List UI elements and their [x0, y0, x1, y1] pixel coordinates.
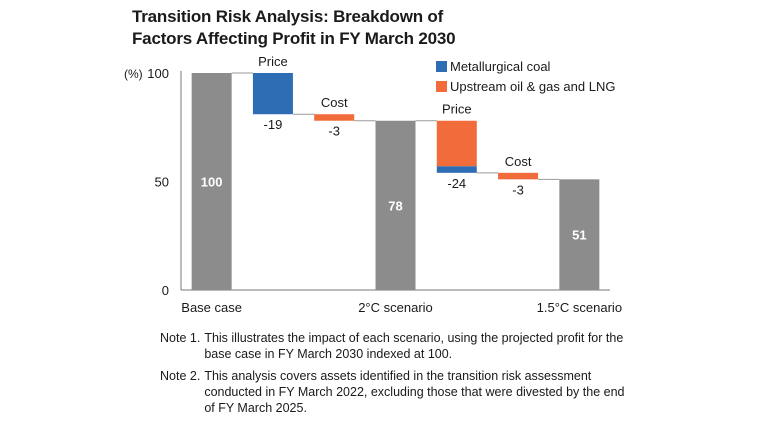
bar-segment [314, 114, 355, 121]
bar-value-label: 78 [388, 198, 402, 213]
bar-total [191, 73, 232, 290]
y-tick-label: 100 [147, 66, 169, 81]
note-2-text: This analysis covers assets identified i… [204, 369, 625, 415]
x-category-label: 2°C scenario [358, 300, 433, 315]
chart-title-line-1: Transition Risk Analysis: Breakdown of [132, 7, 444, 26]
legend: Metallurgical coal Upstream oil & gas an… [436, 56, 615, 96]
legend-label-oil: Upstream oil & gas and LNG [450, 78, 616, 94]
note-1-label: Note 1. [160, 331, 201, 345]
y-tick-label: 50 [155, 175, 169, 190]
step-name-label: Price [442, 102, 472, 117]
note-2-label: Note 2. [160, 369, 201, 383]
bar-value-label: -3 [328, 124, 340, 139]
bar-total [559, 179, 600, 290]
chart-title: Transition Risk Analysis: Breakdown of F… [132, 6, 456, 50]
note-1: Note 1. This illustrates the impact of e… [160, 330, 630, 362]
legend-swatch-coal [436, 60, 447, 72]
legend-item-metallurgical-coal: Metallurgical coal [436, 56, 615, 76]
chart-title-line-2: Factors Affecting Profit in FY March 203… [132, 29, 456, 48]
bar-total [375, 120, 416, 291]
bar-value-label: -24 [447, 176, 466, 191]
bar-value-label: 100 [201, 175, 223, 190]
step-name-label: Cost [321, 95, 348, 110]
y-tick-label: 0 [162, 283, 169, 298]
bar-segment [436, 120, 477, 167]
legend-item-oil-gas-lng: Upstream oil & gas and LNG [436, 76, 615, 96]
step-name-label: Cost [505, 154, 532, 169]
notes: Note 1. This illustrates the impact of e… [160, 330, 630, 422]
x-category-label: 1.5°C scenario [537, 300, 622, 315]
bar-value-label: -19 [264, 117, 283, 132]
bar-value-label: -3 [512, 182, 524, 197]
step-name-label: Price [258, 54, 288, 69]
legend-swatch-oil [436, 80, 447, 92]
bar-segment [498, 172, 539, 180]
x-category-label: Base case [181, 300, 242, 315]
bar-segment [436, 166, 477, 173]
bar-segment [252, 73, 293, 115]
legend-label-coal: Metallurgical coal [450, 58, 551, 74]
bar-value-label: 51 [572, 228, 586, 243]
y-axis-unit: (%) [124, 67, 143, 81]
note-2: Note 2. This analysis covers assets iden… [160, 368, 630, 416]
note-1-text: This illustrates the impact of each scen… [204, 331, 624, 361]
